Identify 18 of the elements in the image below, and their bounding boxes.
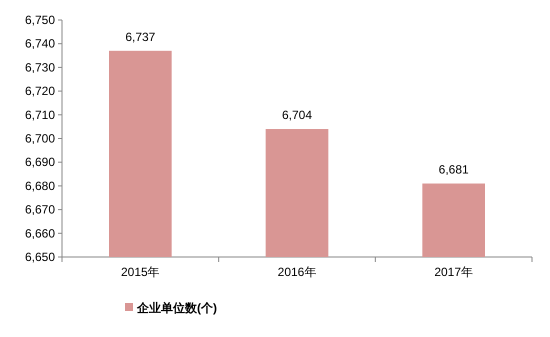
y-tick-label: 6,660 (24, 226, 56, 240)
text: 6,704 (282, 108, 312, 122)
x-tick-label: 2015年 (120, 265, 160, 279)
text: 6,737 (125, 30, 156, 44)
y-tick-label: 6,690 (24, 155, 56, 170)
y-tick-label: 6,750 (24, 13, 56, 27)
x-tick-label: 2017年 (434, 265, 474, 279)
y-tick-label: 6,700 (24, 132, 56, 146)
y-tick-label: 6,680 (24, 178, 56, 193)
y-tick-label: 6,740 (24, 36, 56, 51)
y-tick-label: 6,730 (24, 60, 56, 74)
y-tick-label: 6,670 (24, 202, 56, 217)
y-tick-label: 6,710 (24, 108, 56, 122)
legend-label: 企业单位数(个) (136, 301, 217, 315)
x-tick-label: 2016年 (278, 265, 316, 279)
y-tick-label: 6,650 (24, 250, 56, 264)
y-tick-label: 6,720 (24, 84, 56, 98)
text: 6,681 (438, 162, 469, 177)
